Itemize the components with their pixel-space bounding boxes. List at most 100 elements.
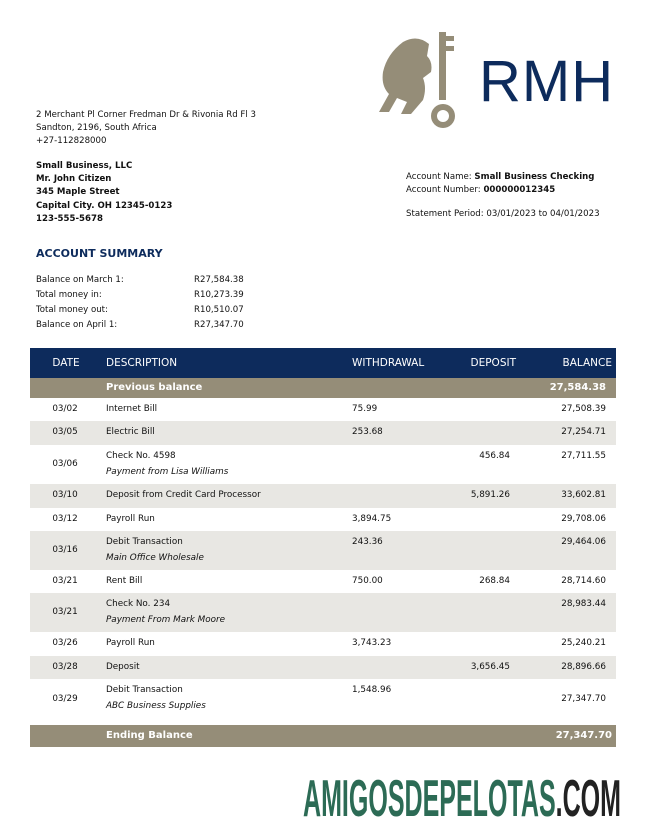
description-text: Payroll Run <box>106 514 155 524</box>
watermark: AMIGOSDEPELOTAS.COM <box>303 770 621 820</box>
table-row: 03/29 Debit Transaction ABC Business Supp… <box>30 679 616 720</box>
row-date: 03/21 <box>52 607 78 617</box>
table-row: 03/26 Payroll Run 3,743.23 25,240.21 <box>30 632 616 656</box>
row-balance: 28,714.60 <box>561 576 606 586</box>
street: 345 Maple Street <box>36 187 120 198</box>
summary-row: Balance on March 1: R27,584.38 <box>36 272 244 287</box>
previous-balance: 27,584.38 <box>549 382 606 393</box>
lion-key-logo-icon <box>379 32 455 128</box>
summary-row: Balance on April 1: R27,347.70 <box>36 317 244 332</box>
row-withdrawal: 3,743.23 <box>352 638 392 648</box>
row-description: Deposit from Credit Card Processor <box>106 490 261 500</box>
header-withdrawal: WITHDRAWAL <box>352 357 425 369</box>
label: Account Number: <box>406 185 484 195</box>
header-date: DATE <box>52 357 80 369</box>
row-date: 03/02 <box>52 404 78 414</box>
description-text: Rent Bill <box>106 576 143 586</box>
address-line: Sandton, 2196, South Africa <box>36 123 157 133</box>
table-row: 03/21 Check No. 234 Payment From Mark Moo… <box>30 593 616 632</box>
table-row: 03/28 Deposit 3,656.45 28,896.66 <box>30 656 616 679</box>
city: Capital City. OH 12345-0123 <box>36 200 173 211</box>
header-description: DESCRIPTION <box>106 357 178 369</box>
row-balance: 29,708.06 <box>561 514 606 524</box>
row-balance: 25,240.21 <box>561 638 606 648</box>
statement-period: Statement Period: 03/01/2023 to 04/01/20… <box>406 209 600 219</box>
description-text: Internet Bill <box>106 404 158 414</box>
row-description: Check No. 234 Payment From Mark Moore <box>106 599 225 625</box>
row-date: 03/21 <box>52 576 78 586</box>
row-withdrawal: 3,894.75 <box>352 514 392 524</box>
row-date: 03/12 <box>52 514 78 524</box>
table-row: 03/12 Payroll Run 3,894.75 29,708.06 <box>30 508 616 531</box>
ending-label: Ending Balance <box>106 730 193 741</box>
header-balance: BALANCE <box>562 357 612 369</box>
table-row: 03/05 Electric Bill 253.68 27,254.71 <box>30 421 616 445</box>
account-summary: Balance on March 1: R27,584.38 Total money… <box>36 272 244 332</box>
row-balance: 29,464.06 <box>561 537 606 547</box>
row-description: Debit Transaction Main Office Wholesale <box>106 537 204 563</box>
description-text: Deposit <box>106 662 140 672</box>
row-description: Payroll Run <box>106 638 155 648</box>
account-name: Small Business Checking <box>474 172 595 182</box>
description-detail: Payment From Mark Moore <box>106 615 225 625</box>
summary-row: Total money in: R10,273.39 <box>36 287 244 302</box>
description-text: Check No. 4598 <box>106 451 176 461</box>
address-line: 2 Merchant Pl Corner Fredman Dr & Rivoni… <box>36 110 256 120</box>
description-text: Payroll Run <box>106 638 155 648</box>
header-deposit: DEPOSIT <box>470 357 517 369</box>
table-header: DATE DESCRIPTION WITHDRAWAL DEPOSIT BALA… <box>30 348 616 378</box>
summary-label: Total money out: <box>36 304 108 315</box>
row-balance: 27,508.39 <box>561 404 606 414</box>
phone: +27-112828000 <box>36 136 107 146</box>
summary-label: Balance on April 1: <box>36 319 118 330</box>
summary-value: R10,273.39 <box>194 289 244 300</box>
description-text: Debit Transaction <box>106 685 183 695</box>
company: Small Business, LLC <box>36 161 133 171</box>
row-balance: 27,347.70 <box>561 694 606 704</box>
row-balance: 28,983.44 <box>561 599 606 609</box>
row-withdrawal: 253.68 <box>352 427 383 437</box>
transactions-table: DATE DESCRIPTION WITHDRAWAL DEPOSIT BALA… <box>30 348 616 747</box>
watermark-domain: .COM <box>556 770 621 820</box>
row-description: Payroll Run <box>106 514 155 524</box>
contact: Mr. John Citizen <box>36 174 112 185</box>
row-deposit: 268.84 <box>479 576 510 586</box>
row-date: 03/06 <box>52 459 78 469</box>
table-row: 03/21 Rent Bill 750.00 268.84 28,714.60 <box>30 570 616 593</box>
description-text: Check No. 234 <box>106 599 171 609</box>
summary-row: Total money out: R10,510.07 <box>36 302 244 317</box>
row-description: Deposit <box>106 662 140 672</box>
row-withdrawal: 75.99 <box>352 404 378 414</box>
summary-label: Total money in: <box>36 289 102 300</box>
previous-label: Previous balance <box>106 382 203 393</box>
description-detail: ABC Business Supplies <box>106 701 206 711</box>
row-description: Debit Transaction ABC Business Supplies <box>106 685 206 711</box>
row-description: Rent Bill <box>106 576 142 586</box>
row-description: Internet Bill <box>106 404 157 414</box>
row-date: 03/16 <box>52 545 78 555</box>
summary-title: ACCOUNT SUMMARY <box>36 247 163 260</box>
row-deposit: 456.84 <box>479 451 510 461</box>
row-balance: 27,711.55 <box>561 451 606 461</box>
row-date: 03/10 <box>52 490 78 500</box>
summary-value: R27,347.70 <box>194 319 244 330</box>
description-text: Deposit from Credit Card Processor <box>106 490 261 500</box>
ending-balance: 27,347.70 <box>555 730 612 741</box>
previous-balance-row: Previous balance 27,584.38 <box>30 378 616 398</box>
description-detail: Payment from Lisa Williams <box>106 467 229 477</box>
watermark-text: AMIGOSDEPELOTAS <box>303 770 556 820</box>
description-detail: Main Office Wholesale <box>106 553 204 563</box>
bank-address: 2 Merchant Pl Corner Fredman Dr & Rivoni… <box>36 109 256 148</box>
table-row: 03/06 Check No. 4598 Payment from Lisa Wi… <box>30 445 616 484</box>
table-row: 03/16 Debit Transaction Main Office Whole… <box>30 531 616 570</box>
description-text: Debit Transaction <box>106 537 183 547</box>
summary-label: Balance on March 1: <box>36 274 124 285</box>
ending-balance-row: Ending Balance 27,347.70 <box>30 725 616 747</box>
customer-phone: 123-555-5678 <box>36 213 103 224</box>
row-balance: 27,254.71 <box>561 427 606 437</box>
description-text: Electric Bill <box>106 427 155 437</box>
row-deposit: 3,656.45 <box>470 662 510 672</box>
row-date: 03/28 <box>52 662 78 672</box>
row-date: 03/29 <box>52 694 78 704</box>
account-info: Account Name: Small Business Checking Ac… <box>406 171 594 197</box>
